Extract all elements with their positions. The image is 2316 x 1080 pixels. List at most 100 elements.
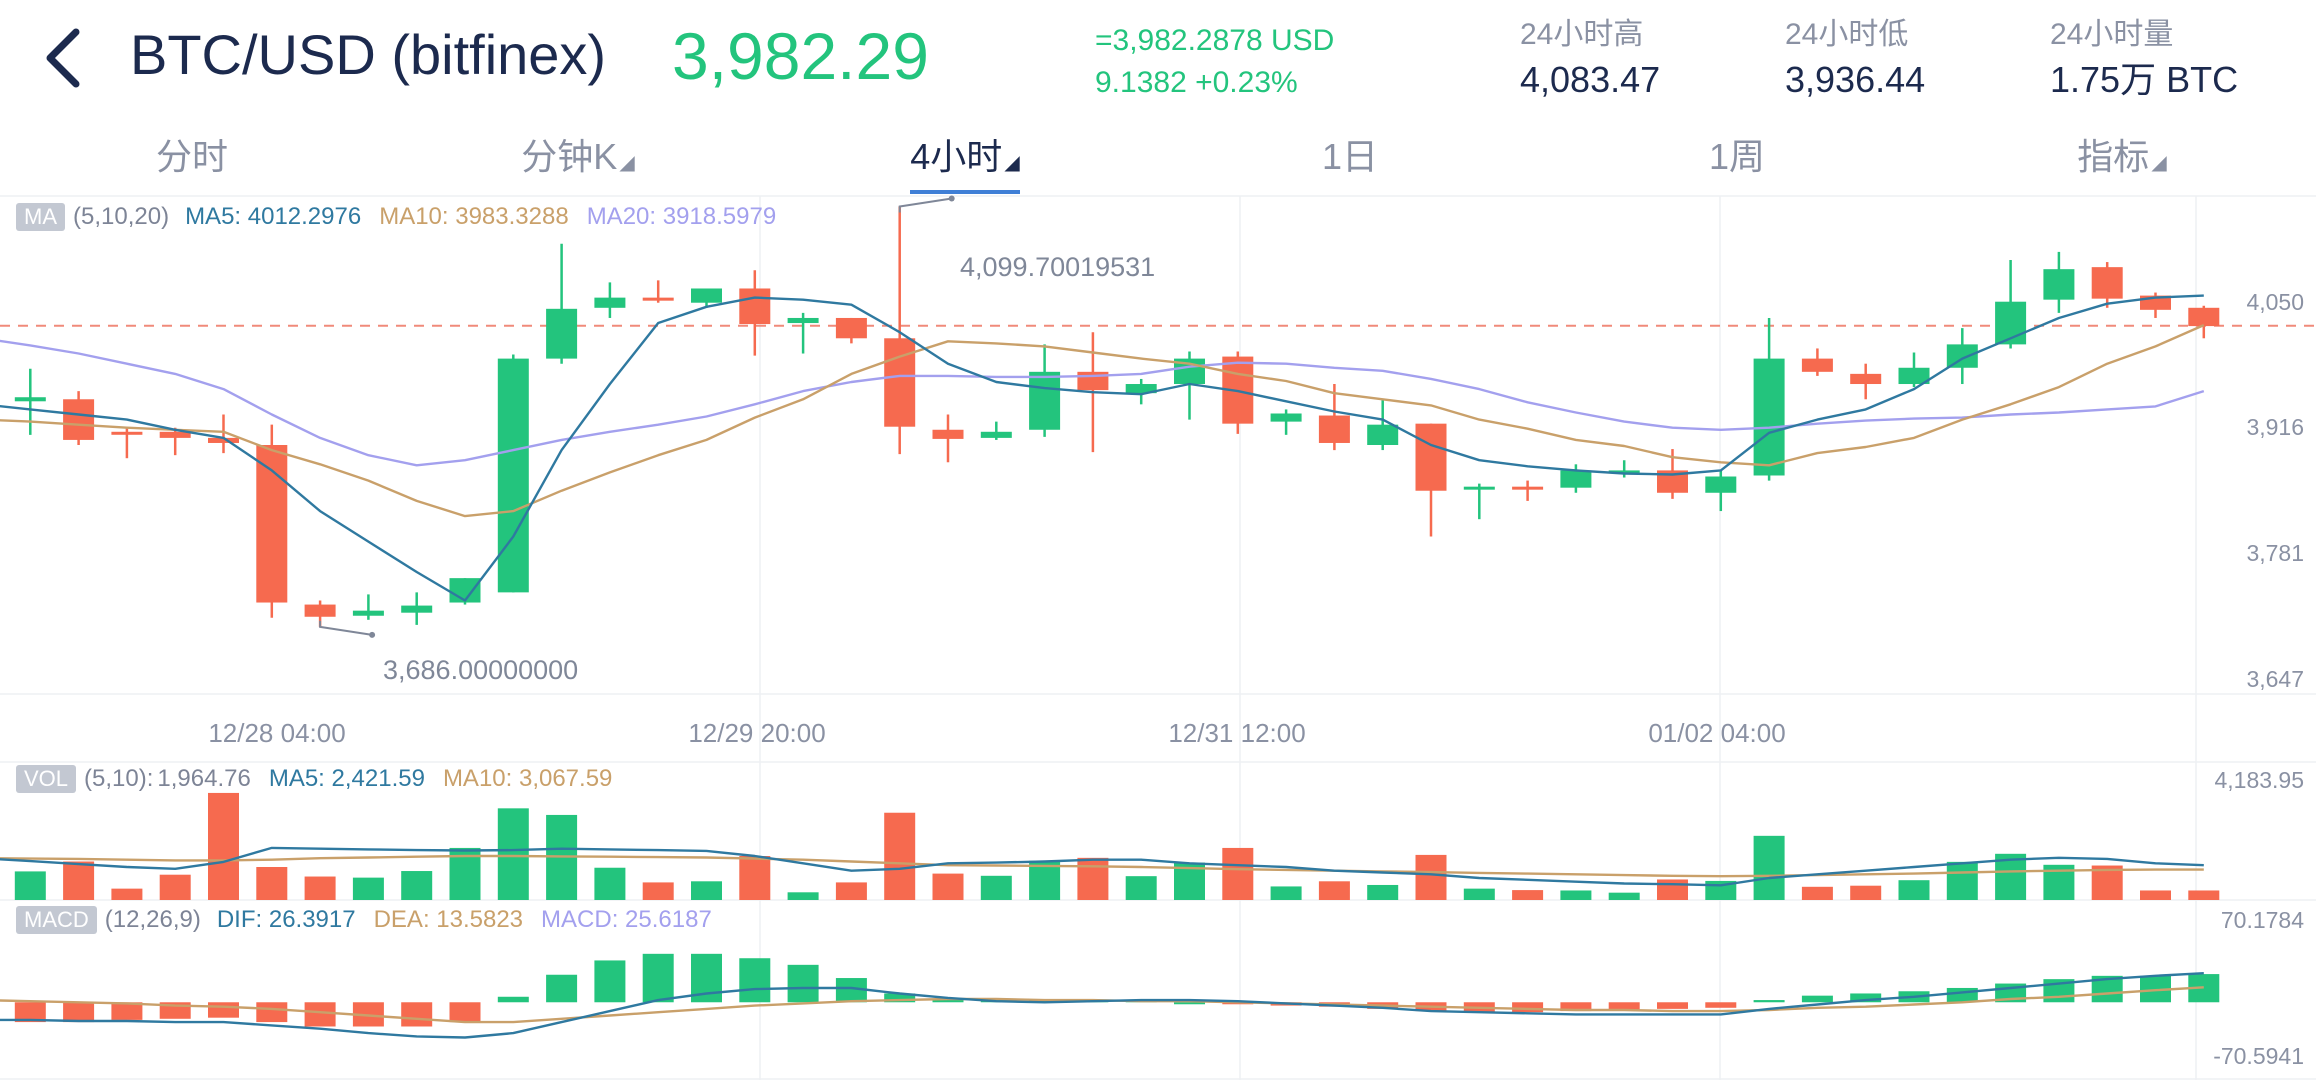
macd-histogram-bar [1174, 1002, 1205, 1005]
ma5-value: MA5: 4012.2976 [185, 203, 362, 230]
candle-body [1850, 373, 1882, 385]
candle-body [1946, 344, 1978, 368]
stat-24h-high: 24小时高 4,083.47 [1520, 14, 1660, 104]
volume-bar [1029, 860, 1061, 900]
volume-bar [1560, 890, 1592, 900]
volume-bar [1946, 861, 1978, 900]
candle-body [1463, 486, 1495, 490]
volume-bar [1077, 857, 1109, 900]
volume-bar [787, 892, 819, 900]
candle-body [1560, 470, 1592, 488]
volume-bar [111, 888, 143, 900]
candle-body [1898, 367, 1930, 385]
candle-body [787, 317, 819, 324]
price-tick: 3,781 [2246, 540, 2304, 566]
ma5-line [0, 294, 2204, 602]
price-conversion: =3,982.2878 USD 9.1382 +0.23% [1095, 20, 1334, 104]
tab-label: 分钟K [521, 136, 618, 177]
volume-bar [2140, 890, 2171, 900]
volume-bar [691, 881, 722, 900]
candle-body [980, 431, 1012, 438]
volume-bar [256, 867, 288, 900]
candle-body [111, 431, 143, 435]
volume-bar [497, 808, 529, 900]
volume-bar [1222, 847, 1254, 900]
tab-minute-k[interactable]: 分钟K ◢ [521, 128, 634, 190]
dea-value: DEA: 13.5823 [373, 906, 524, 933]
macd-legend: MACD (12,26,9) DIF: 26.3917 DEA: 13.5823… [16, 906, 730, 934]
macd-min-tick: -70.5941 [2213, 1043, 2304, 1069]
volume-bar [1898, 880, 1930, 900]
candle-body [2188, 307, 2220, 327]
stat-value: 3,936.44 [1785, 59, 1926, 100]
volume-bar [1125, 876, 1157, 900]
macd-histogram-bar [787, 964, 819, 1003]
time-tick: 12/31 12:00 [1168, 718, 1306, 748]
volume-bar [1753, 835, 1785, 900]
volume-bar [884, 812, 916, 900]
macd-histogram-bar [111, 1002, 143, 1020]
volume-bar [1657, 879, 1688, 900]
volume-bar [1367, 884, 1399, 900]
candle-body [2043, 269, 2075, 300]
macd-histogram-bar [1801, 995, 1833, 1003]
candle-body [884, 338, 916, 427]
dif-value: DIF: 26.3917 [216, 906, 356, 933]
stat-label: 24小时量 [2050, 18, 2174, 51]
vol-ma5-line [0, 846, 2204, 887]
candle-body [449, 578, 481, 603]
macd-histogram-bar [63, 1002, 95, 1023]
legend-tag: MA [16, 203, 65, 231]
volume-bar [594, 867, 626, 900]
volume-bar [1270, 886, 1302, 900]
candle-body [256, 445, 288, 603]
candle-body [835, 317, 867, 339]
stat-value: 1.75万 BTC [2050, 59, 2239, 100]
volume-bar [159, 874, 191, 900]
price-tick: 4,050 [2246, 289, 2304, 315]
candle-body [1367, 424, 1399, 445]
tab-timeshare[interactable]: 分时 [156, 128, 228, 190]
volume-bar [739, 856, 771, 900]
vol-legend: VOL (5,10): 1,964.76 MA5: 2,421.59 MA10:… [16, 765, 630, 793]
macd-histogram-bar [1560, 1002, 1592, 1012]
ma10-value: MA10: 3983.3288 [379, 203, 569, 230]
time-tick: 12/28 04:00 [208, 718, 346, 748]
macd-histogram-bar [546, 974, 578, 1003]
candle-body [546, 308, 578, 359]
high-price-annotation: 4,099.70019531 [960, 252, 1156, 282]
tab-1-week[interactable]: 1周 [1709, 128, 1765, 190]
volume-bar [352, 877, 384, 900]
candle-body [1801, 358, 1833, 372]
tab-label: 1周 [1708, 136, 1766, 177]
macd-histogram-bar [642, 953, 674, 1003]
candle-body [352, 610, 384, 616]
dropdown-triangle-icon: ◢ [2151, 152, 2167, 174]
macd-histogram-bar [884, 993, 916, 1003]
volume-bar [1850, 885, 1882, 900]
time-tick: 12/29 20:00 [688, 718, 826, 748]
tab-4-hour[interactable]: 4小时 ◢ [910, 128, 1019, 190]
volume-bar [642, 882, 674, 900]
ma20-value: MA20: 3918.5979 [586, 203, 777, 230]
ma-legend: MA (5,10,20) MA5: 4012.2976 MA10: 3983.3… [16, 203, 794, 231]
tab-indicators[interactable]: 指标 ◢ [2077, 128, 2166, 190]
macd-histogram-bar [449, 1002, 481, 1023]
dif-line [0, 972, 2204, 1039]
dropdown-triangle-icon: ◢ [1004, 152, 1020, 174]
pair-title: BTC/USD (bitfinex) [130, 23, 607, 86]
candle-body [1125, 384, 1157, 394]
price-tick: 3,647 [2246, 666, 2304, 692]
back-arrow-icon[interactable] [40, 26, 84, 90]
candle-body [14, 397, 46, 402]
volume-bar [14, 871, 46, 900]
low-marker-line [319, 620, 373, 636]
volume-bar [1801, 886, 1833, 900]
legend-params: (5,10): [84, 765, 154, 792]
volume-bar [208, 792, 239, 900]
candle-body [1657, 470, 1688, 493]
tab-1-day[interactable]: 1日 [1322, 128, 1378, 190]
volume-bar [1608, 892, 1640, 900]
candle-body [594, 297, 626, 308]
